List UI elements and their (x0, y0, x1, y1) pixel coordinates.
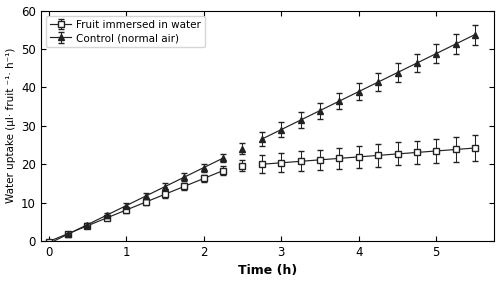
Legend: Fruit immersed in water, Control (normal air): Fruit immersed in water, Control (normal… (46, 16, 205, 47)
X-axis label: Time (h): Time (h) (238, 264, 298, 277)
Y-axis label: Water uptake (μl· fruit ⁻¹· h⁻¹): Water uptake (μl· fruit ⁻¹· h⁻¹) (6, 48, 16, 203)
